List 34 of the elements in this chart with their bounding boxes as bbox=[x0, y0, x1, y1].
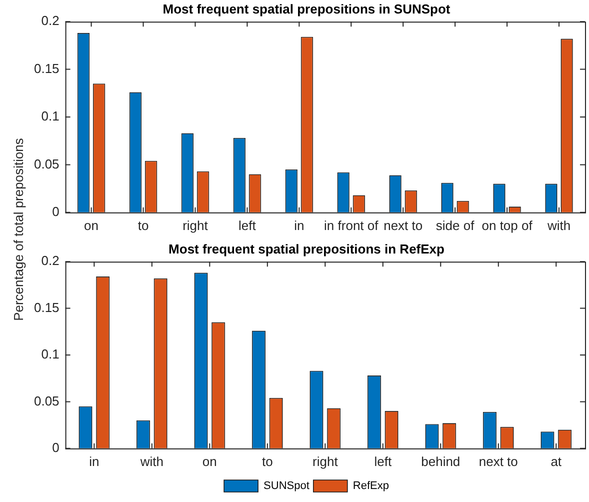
y-tick-label: 0.15 bbox=[34, 300, 60, 315]
x-tick-label: on bbox=[84, 218, 99, 233]
x-tick-label: left bbox=[238, 218, 256, 233]
y-tick-label: 0.1 bbox=[41, 346, 60, 362]
y-tick-label: 0 bbox=[52, 204, 60, 219]
x-tick-label: to bbox=[262, 454, 273, 469]
x-tick-label: in bbox=[89, 454, 100, 469]
y-tick-label: 0.15 bbox=[34, 60, 60, 76]
chart-title: Most frequent spatial prepositions in SUNSpot bbox=[162, 1, 451, 16]
y-tick-label: 0.05 bbox=[34, 156, 60, 172]
x-tick-label: on bbox=[202, 454, 217, 469]
x-tick-label: next to bbox=[478, 454, 518, 469]
x-tick-label: in bbox=[294, 218, 304, 233]
x-tick-label: left bbox=[374, 454, 392, 469]
legend-label: RefExp bbox=[352, 480, 389, 492]
x-tick-label: with bbox=[546, 218, 571, 233]
x-tick-label: in front of bbox=[324, 218, 379, 233]
y-axis-title: Percentage of total prepositions bbox=[10, 138, 26, 321]
y-tick-label: 0.2 bbox=[41, 13, 60, 28]
y-tick-label: 0.1 bbox=[41, 108, 60, 124]
chart-title: Most frequent spatial prepositions in RefExp bbox=[168, 241, 445, 256]
x-tick-label: to bbox=[138, 218, 149, 233]
legend-label: SUNSpot bbox=[264, 480, 310, 492]
x-tick-label: right bbox=[182, 218, 208, 233]
y-tick-label: 0.05 bbox=[34, 393, 60, 408]
x-tick-label: next to bbox=[384, 218, 423, 233]
x-tick-label: right bbox=[312, 454, 338, 469]
y-tick-label: 0.2 bbox=[41, 253, 60, 268]
x-tick-label: behind bbox=[421, 454, 460, 469]
y-tick-label: 0 bbox=[52, 440, 60, 455]
x-tick-label: on top of bbox=[482, 218, 533, 233]
x-tick-label: with bbox=[139, 454, 164, 469]
x-tick-label: at bbox=[550, 454, 562, 469]
x-tick-label: side of bbox=[436, 218, 475, 233]
